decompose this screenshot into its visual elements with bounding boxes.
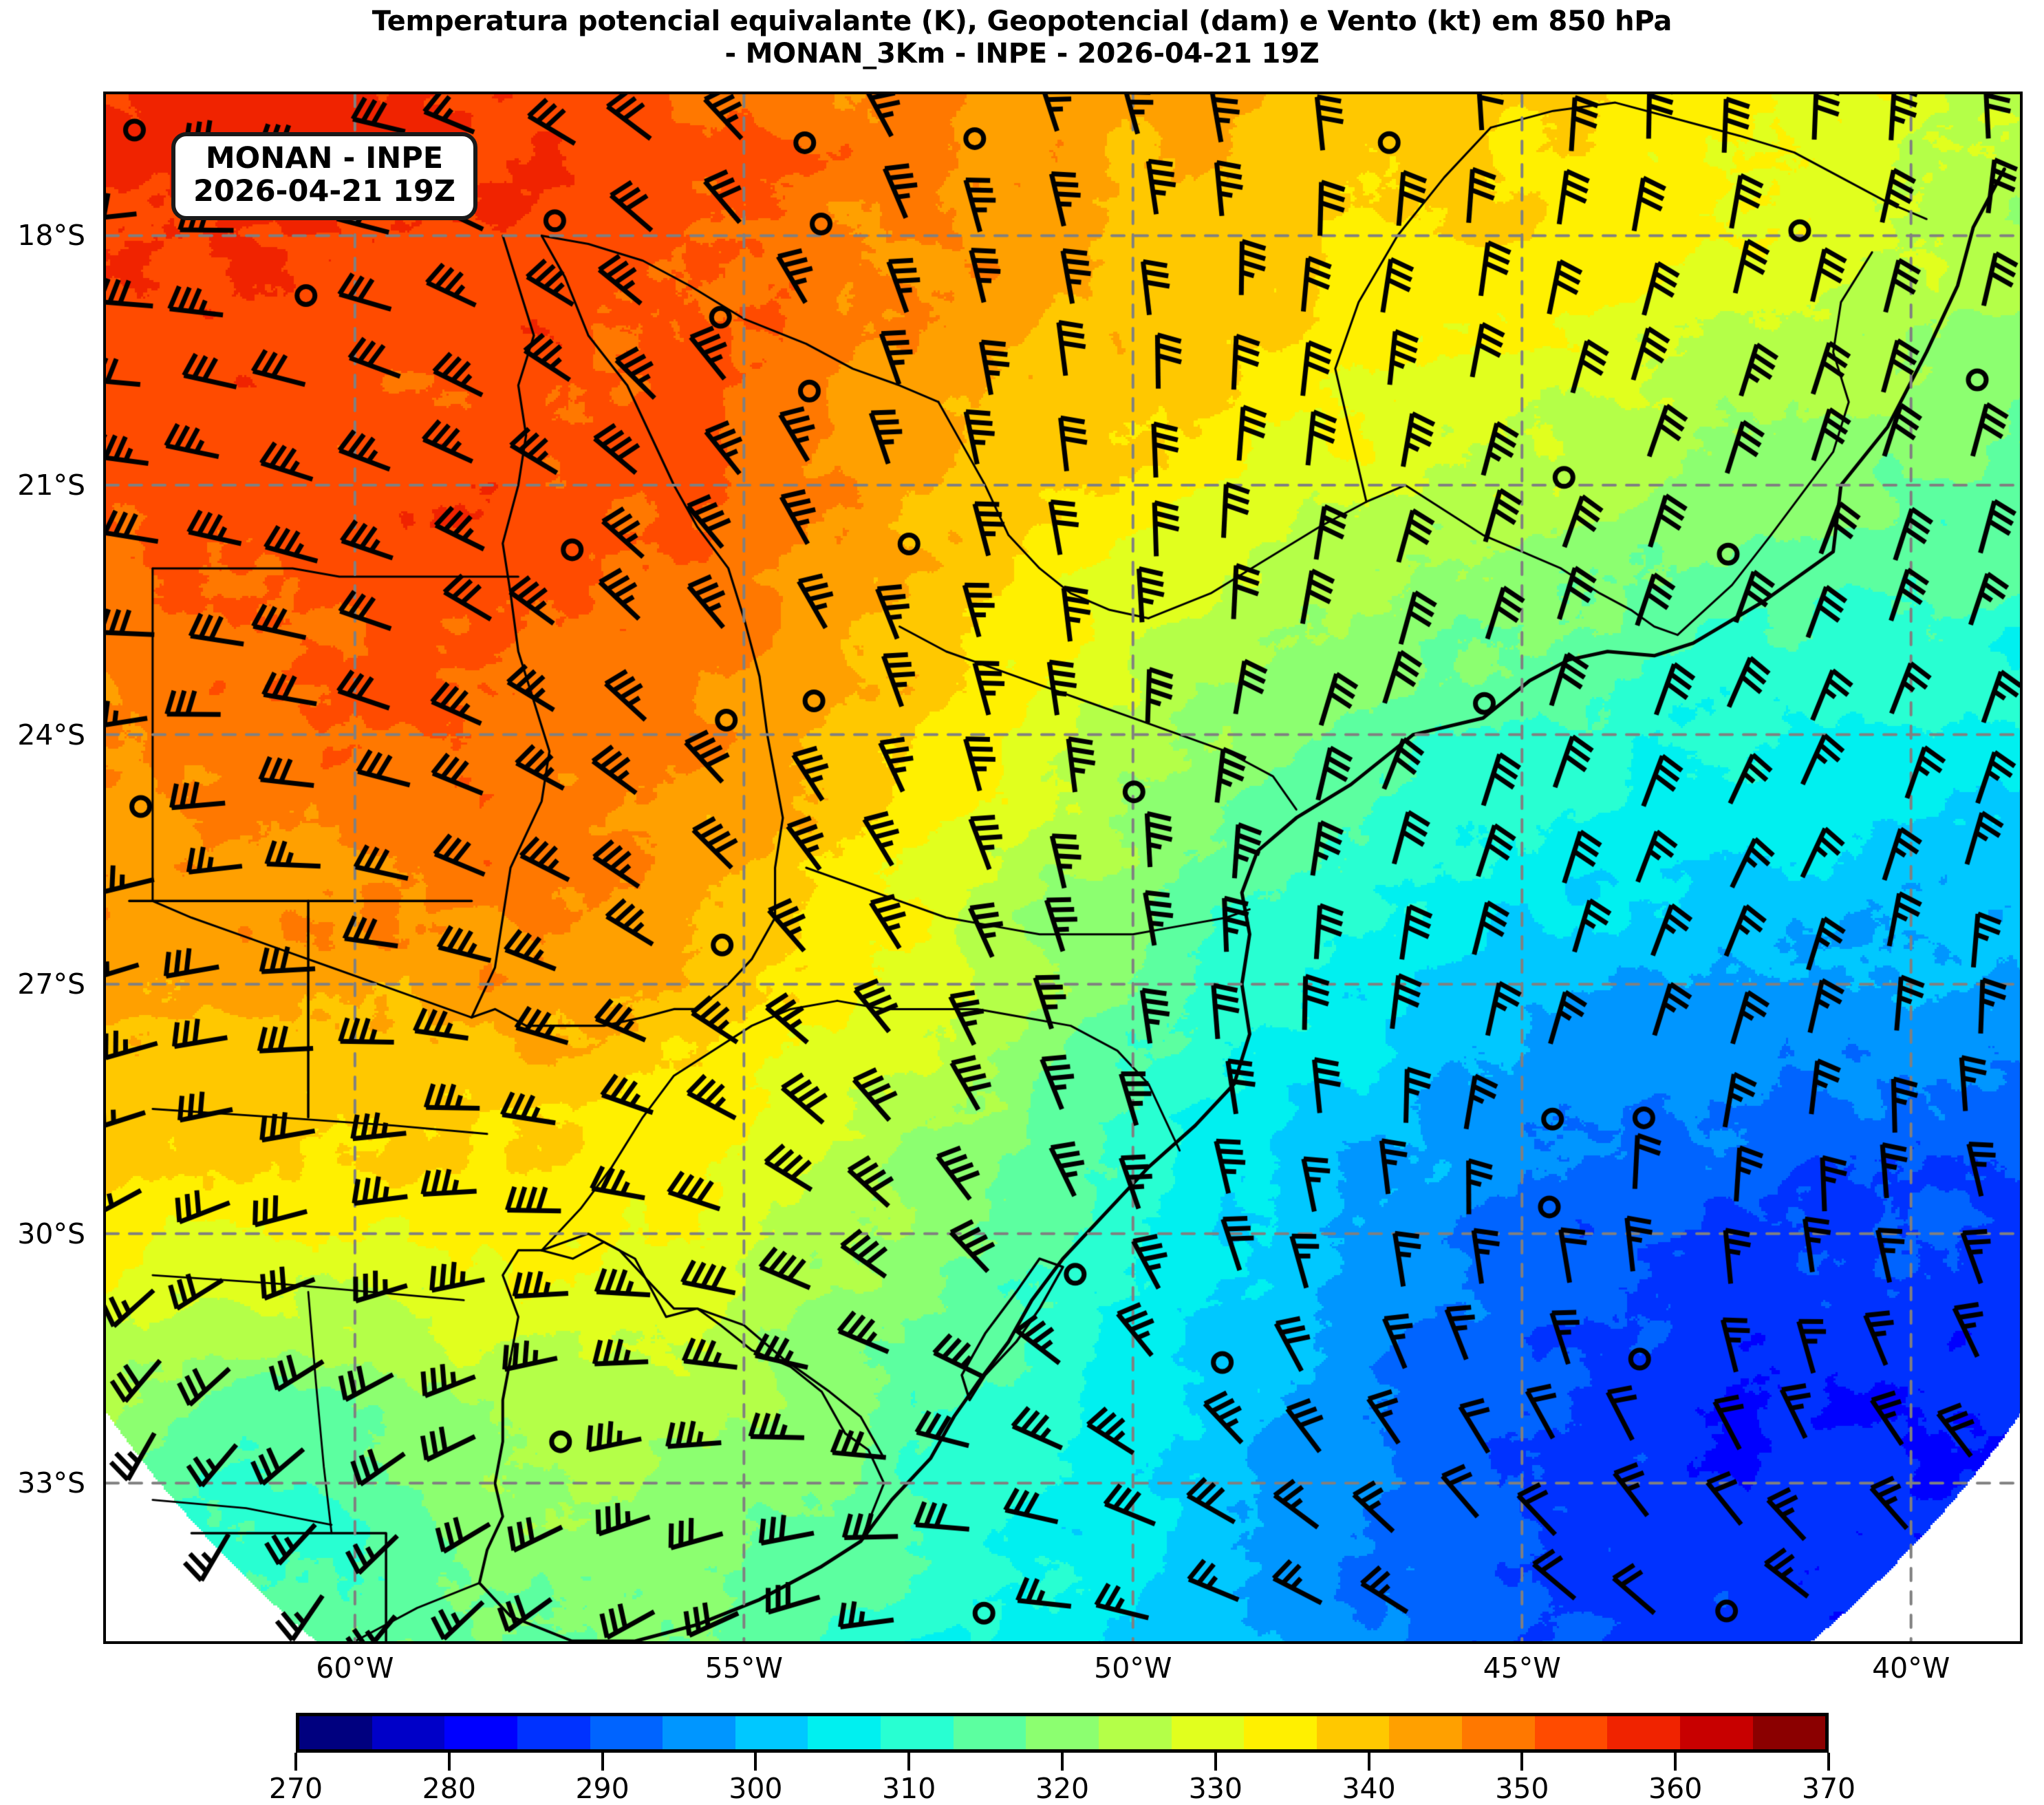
colorbar-segment bbox=[1462, 1716, 1535, 1749]
colorbar-tick-value: 270 bbox=[268, 1772, 323, 1805]
colorbar-segment bbox=[1098, 1716, 1172, 1749]
page-title: Temperatura potencial equivalante (K), G… bbox=[0, 6, 2044, 70]
lat-tick-label: 21°S bbox=[17, 469, 85, 502]
colorbar-tick bbox=[907, 1753, 911, 1771]
colorbar-tick-value: 350 bbox=[1495, 1772, 1549, 1805]
model-stamp-line-1: MONAN - INPE bbox=[205, 141, 444, 175]
title-line-2: - MONAN_3Km - INPE - 2026-04-21 19Z bbox=[724, 38, 1320, 70]
colorbar-segment bbox=[1026, 1716, 1099, 1749]
map-plot-area[interactable]: MONAN - INPE 2026-04-21 19Z bbox=[103, 92, 2023, 1644]
lon-tick-label: 50°W bbox=[1094, 1652, 1172, 1685]
colorbar-tick bbox=[294, 1753, 297, 1771]
colorbar-segment bbox=[590, 1716, 663, 1749]
colorbar-segment bbox=[372, 1716, 445, 1749]
lat-tick-label: 33°S bbox=[17, 1466, 85, 1500]
colorbar-tick-value: 320 bbox=[1035, 1772, 1090, 1805]
latitude-axis: 18°S 21°S 24°S 27°S 30°S 33°S bbox=[0, 0, 87, 1798]
colorbar-tick bbox=[1214, 1753, 1217, 1771]
colorbar-tick-value: 300 bbox=[729, 1772, 783, 1805]
colorbar-tick bbox=[601, 1753, 604, 1771]
title-line-1: Temperatura potencial equivalante (K), G… bbox=[372, 6, 1672, 37]
colorbar-segment bbox=[735, 1716, 808, 1749]
colorbar-segment bbox=[1679, 1716, 1753, 1749]
colorbar-segment bbox=[663, 1716, 735, 1749]
colorbar-tick-labels: 270 280 290 300 310 320 330 340 350 360 370 bbox=[0, 1753, 2044, 1805]
colorbar-segment bbox=[517, 1716, 590, 1749]
colorbar-segment bbox=[953, 1716, 1026, 1749]
colorbar-tick-value: 330 bbox=[1188, 1772, 1242, 1805]
colorbar-tick-value: 280 bbox=[422, 1772, 476, 1805]
colorbar-tick bbox=[1520, 1753, 1524, 1771]
lat-tick-label: 24°S bbox=[17, 718, 85, 751]
lat-tick-label: 27°S bbox=[17, 968, 85, 1001]
lon-tick-label: 60°W bbox=[316, 1652, 394, 1685]
colorbar-segment bbox=[808, 1716, 881, 1749]
colorbar-tick bbox=[754, 1753, 757, 1771]
lat-tick-label: 18°S bbox=[17, 219, 85, 253]
colorbar-tick-value: 290 bbox=[575, 1772, 630, 1805]
lon-tick-label: 40°W bbox=[1872, 1652, 1950, 1685]
colorbar-tick-value: 310 bbox=[882, 1772, 936, 1805]
colorbar-tick-value: 370 bbox=[1801, 1772, 1856, 1805]
colorbar-tick bbox=[1367, 1753, 1370, 1771]
colorbar-tick bbox=[447, 1753, 451, 1771]
colorbar-segment bbox=[1534, 1716, 1608, 1749]
lon-tick-label: 45°W bbox=[1483, 1652, 1561, 1685]
model-stamp-box: MONAN - INPE 2026-04-21 19Z bbox=[171, 132, 478, 221]
colorbar bbox=[296, 1713, 1829, 1753]
colorbar-segment bbox=[1316, 1716, 1390, 1749]
colorbar-segment bbox=[299, 1716, 372, 1749]
colorbar-segment bbox=[1389, 1716, 1462, 1749]
colorbar-segment bbox=[444, 1716, 517, 1749]
lat-tick-label: 30°S bbox=[17, 1217, 85, 1250]
colorbar-segment bbox=[1752, 1716, 1826, 1749]
colorbar-segment bbox=[1171, 1716, 1245, 1749]
lon-tick-label: 55°W bbox=[704, 1652, 783, 1685]
colorbar-segment bbox=[1244, 1716, 1317, 1749]
colorbar-tick-value: 360 bbox=[1648, 1772, 1703, 1805]
colorbar-segment bbox=[881, 1716, 954, 1749]
colorbar-tick bbox=[1827, 1753, 1830, 1771]
colorbar-tick bbox=[1674, 1753, 1677, 1771]
model-stamp-line-2: 2026-04-21 19Z bbox=[193, 174, 456, 209]
colorbar-tick bbox=[1061, 1753, 1064, 1771]
equivalent-potential-temperature-field bbox=[106, 94, 2020, 1641]
colorbar-segment bbox=[1607, 1716, 1680, 1749]
colorbar-tick-value: 340 bbox=[1342, 1772, 1396, 1805]
